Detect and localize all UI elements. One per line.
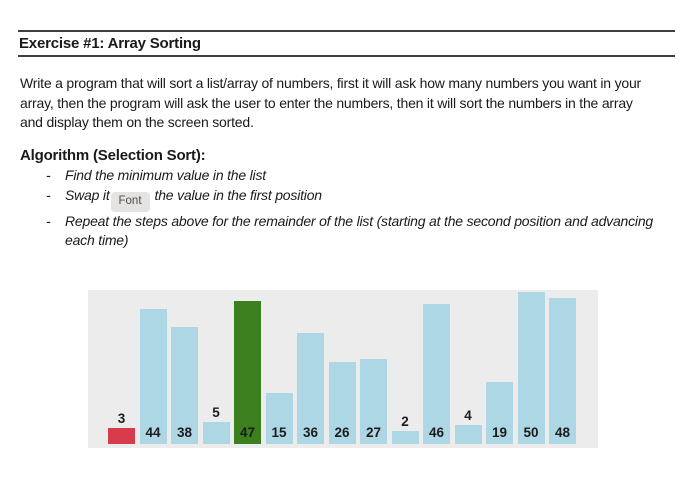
list-item: - Find the minimum value in the list	[20, 166, 653, 186]
bar-cell: 2	[391, 414, 419, 444]
bar-cell: 27	[360, 359, 387, 444]
bar: 19	[486, 382, 513, 444]
bar-cell: 4	[454, 408, 482, 444]
bar: 38	[171, 327, 198, 444]
bar-cell: 48	[549, 298, 576, 444]
bullet-marker: -	[46, 186, 51, 203]
bar-value-label: 5	[212, 405, 220, 420]
list-item-line: Repeat the steps above for the remainder…	[65, 212, 654, 229]
intro-line: array, then the program will ask the use…	[20, 94, 633, 111]
bar-value-label: 15	[271, 425, 287, 440]
bullet-marker: -	[46, 212, 51, 229]
bar-value-label: 19	[491, 425, 508, 440]
divider-top	[18, 30, 675, 32]
list-item-text: Swap it Font the value in the first positi…	[65, 186, 322, 212]
algorithm-heading: Algorithm (Selection Sort):	[20, 147, 206, 164]
bar	[454, 425, 482, 444]
font-tooltip: Font	[110, 191, 150, 212]
bar: 48	[549, 298, 576, 444]
bar-cell: 3	[108, 411, 135, 444]
bar-value-label: 50	[523, 425, 539, 440]
bar	[108, 428, 135, 444]
bar-cell: 5	[202, 405, 230, 444]
bar: 15	[265, 393, 293, 444]
bar-cell: 46	[423, 304, 450, 444]
bar-value-label: 36	[302, 425, 319, 440]
list-item-line: Find the minimum value in the list	[65, 167, 266, 183]
intro-paragraph: Write a program that will sort a list/ar…	[20, 74, 641, 133]
list-item: - Repeat the steps above for the remainde…	[20, 212, 653, 251]
bar-value-label: 2	[401, 414, 409, 429]
algorithm-steps: - Find the minimum value in the list - Swap…	[20, 166, 653, 251]
bar-cell: 26	[328, 362, 356, 444]
bar	[202, 422, 230, 444]
bar: 36	[297, 333, 324, 444]
divider-under-title	[18, 55, 675, 57]
bar: 46	[423, 304, 450, 444]
bar: 50	[517, 292, 545, 444]
bar-cell: 44	[139, 309, 167, 444]
bar-value-label: 27	[365, 425, 382, 440]
bar-value-label: 47	[239, 425, 256, 440]
bar-value-label: 48	[554, 425, 571, 440]
bar-cell: 19	[486, 382, 513, 444]
bar: 26	[328, 362, 356, 444]
intro-line: and display them on the screen sorted.	[20, 114, 254, 130]
intro-line: Write a program that will sort a list/ar…	[20, 75, 642, 91]
bar-chart: 3 44 38 5 47 15 36 26 27 2 46 4 19 50 48	[88, 290, 598, 448]
bar-value-label: 38	[176, 425, 193, 440]
bar-cell: 15	[265, 393, 293, 444]
bar-cell: 47	[234, 301, 261, 444]
bullet-marker: -	[46, 167, 51, 183]
bar-value-label: 4	[464, 408, 472, 423]
bar-value-label: 46	[428, 425, 445, 440]
list-item-text: Find the minimum value in the list	[65, 166, 266, 186]
list-item-text-post: the value in the first position	[154, 186, 323, 203]
bar-value-label: 26	[334, 425, 350, 440]
bar: 27	[360, 359, 387, 444]
bar-cell: 50	[517, 292, 545, 444]
bar-value-label: 44	[145, 425, 161, 440]
list-item-text-pre: Swap it	[65, 186, 110, 203]
list-item-line: each time)	[65, 232, 129, 249]
bar-value-label: 3	[117, 411, 126, 426]
bar: 44	[139, 309, 167, 444]
bar	[391, 431, 419, 444]
page-title: Exercise #1: Array Sorting	[19, 35, 201, 52]
bar: 47	[234, 301, 261, 444]
list-item-text: Repeat the steps above for the remainder…	[65, 212, 653, 251]
bar-chart-bars: 3 44 38 5 47 15 36 26 27 2 46 4 19 50 48	[88, 290, 598, 448]
bar-cell: 38	[171, 327, 198, 444]
bar-cell: 36	[297, 333, 324, 444]
list-item: - Swap it Font the value in the first posit…	[20, 186, 653, 212]
